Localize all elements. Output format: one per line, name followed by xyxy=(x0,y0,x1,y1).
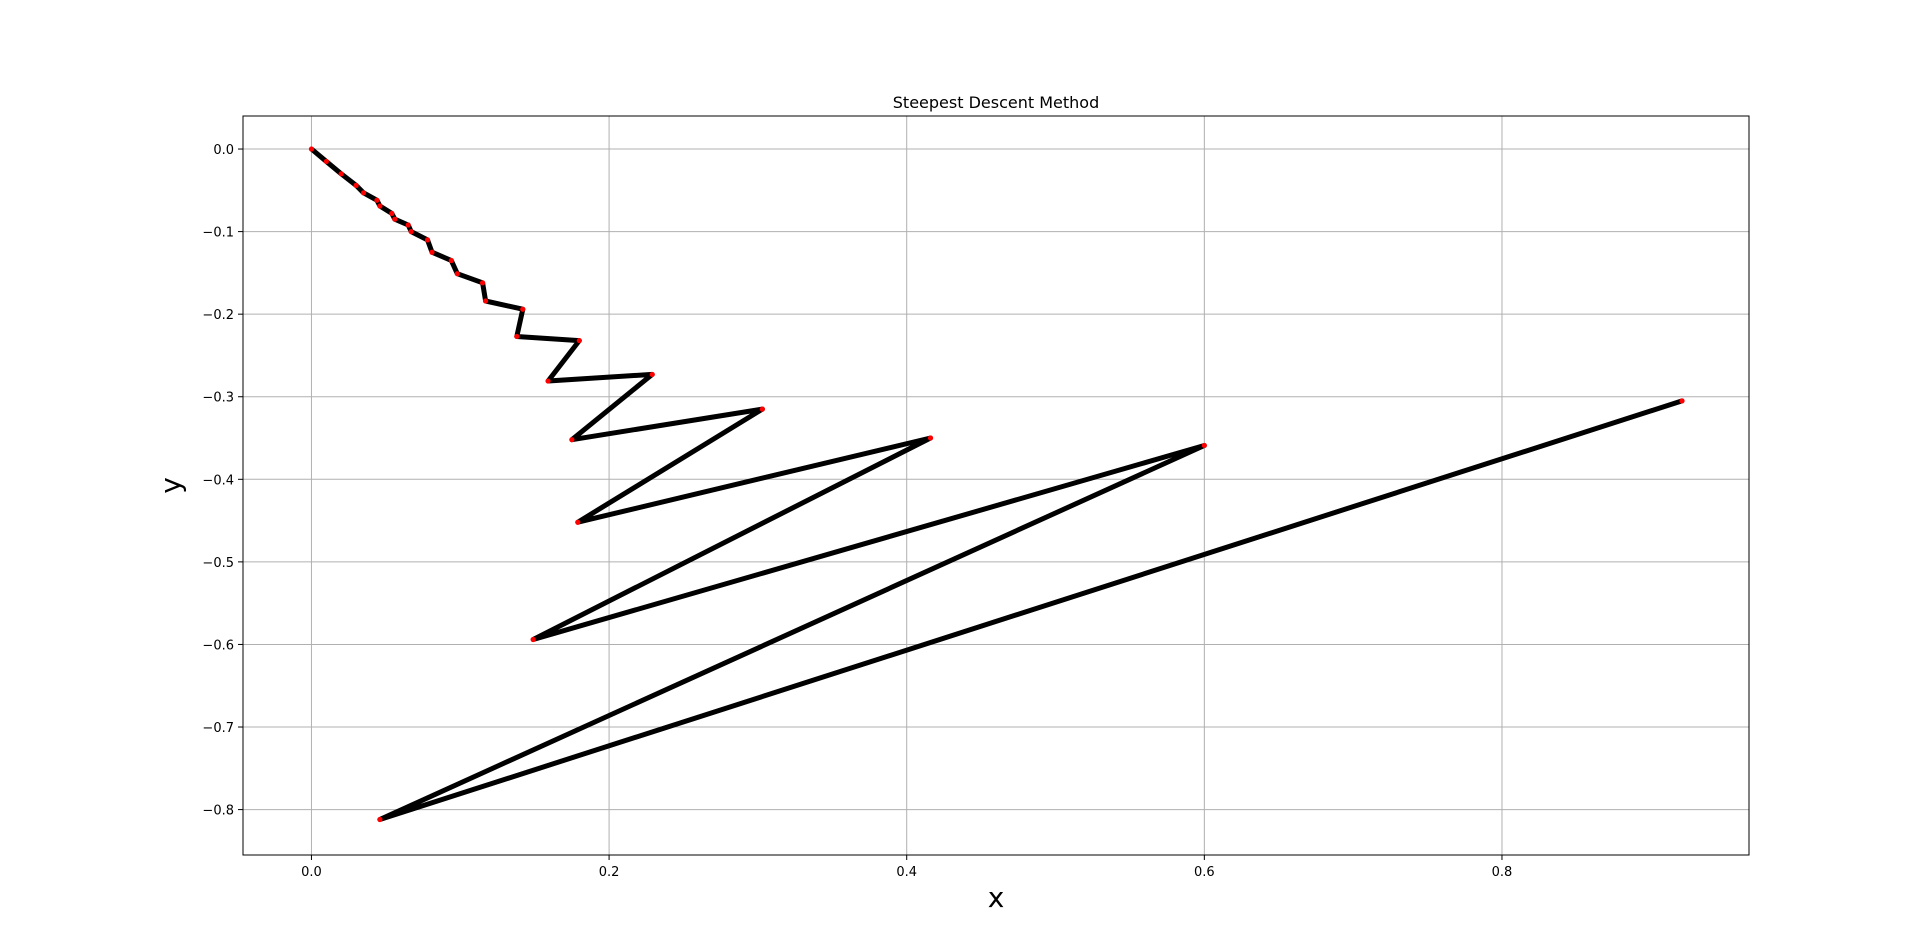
data-point xyxy=(338,171,344,177)
x-tick-label: 0.8 xyxy=(1492,865,1513,880)
y-tick-label: −0.7 xyxy=(202,721,234,736)
data-point xyxy=(482,298,489,304)
y-tick-label: −0.2 xyxy=(202,308,234,323)
data-point xyxy=(360,190,367,196)
data-point xyxy=(1201,442,1207,449)
data-point xyxy=(530,636,536,643)
x-tick-label: 0.6 xyxy=(1194,865,1215,880)
grid-lines xyxy=(243,116,1749,855)
chart-title: Steepest Descent Method xyxy=(893,93,1099,112)
data-point xyxy=(377,816,383,823)
y-tick-label: −0.8 xyxy=(202,804,234,819)
data-point xyxy=(649,371,655,378)
data-point xyxy=(405,222,411,228)
series-layer xyxy=(308,146,1685,823)
x-axis-ticks: 0.0 0.2 0.4 0.6 0.8 xyxy=(301,855,1512,880)
data-point xyxy=(454,271,460,277)
x-tick-label: 0.4 xyxy=(896,865,917,880)
data-point xyxy=(545,378,551,384)
y-tick-label: 0.0 xyxy=(213,143,234,158)
x-axis-label: x xyxy=(988,881,1005,914)
data-point xyxy=(569,437,575,443)
data-point xyxy=(448,257,454,264)
data-point xyxy=(424,237,431,243)
data-point xyxy=(514,333,520,340)
data-point xyxy=(308,146,315,152)
data-point xyxy=(392,216,398,222)
data-point xyxy=(429,249,435,255)
data-point xyxy=(927,435,934,441)
data-point xyxy=(575,519,581,525)
x-tick-label: 0.2 xyxy=(599,865,620,880)
data-point xyxy=(323,158,329,165)
data-point xyxy=(520,306,526,312)
y-axis-label: y xyxy=(154,477,187,494)
data-point xyxy=(377,203,383,209)
data-point xyxy=(353,182,359,188)
y-axis-ticks: 0.0 −0.1 −0.2 −0.3 −0.4 −0.5 −0.6 −0.7 −0.8 xyxy=(202,143,243,819)
plot-frame xyxy=(242,115,1750,856)
y-tick-label: −0.4 xyxy=(202,473,234,488)
y-tick-label: −0.1 xyxy=(202,226,234,241)
data-point xyxy=(389,210,395,217)
y-tick-label: −0.3 xyxy=(202,391,234,406)
data-point xyxy=(576,337,582,344)
data-point xyxy=(1679,398,1685,404)
data-point xyxy=(374,197,380,203)
data-point xyxy=(408,228,414,235)
data-point xyxy=(479,280,486,286)
data-point xyxy=(759,406,765,412)
y-tick-label: −0.5 xyxy=(202,556,234,571)
x-tick-label: 0.0 xyxy=(301,865,322,880)
y-tick-label: −0.6 xyxy=(202,638,234,653)
